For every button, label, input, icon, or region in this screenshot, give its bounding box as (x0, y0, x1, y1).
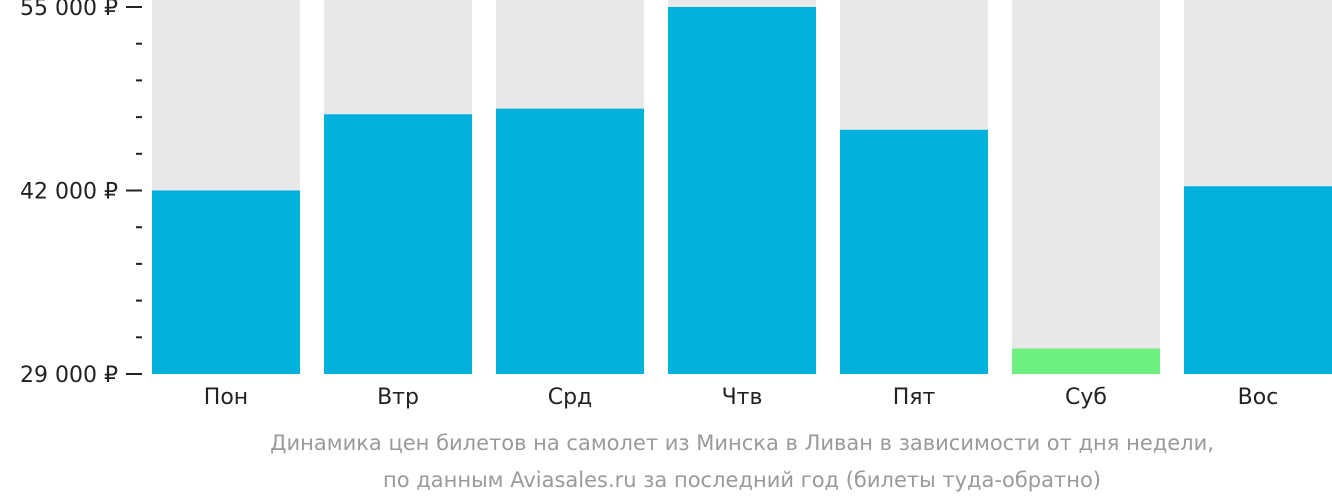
bar-2 (324, 114, 472, 375)
x-tick-label: Пон (204, 385, 248, 410)
x-axis-labels: Пон Втр Срд Чтв Пят Суб Вос (204, 385, 1279, 410)
x-tick-label: Пят (893, 385, 936, 410)
bar-4 (668, 7, 816, 374)
y-axis: 29 000 ₽ 42 000 ₽ 55 000 ₽ (20, 0, 142, 388)
chart-caption-line-1: Динамика цен билетов на самолет из Минск… (270, 431, 1214, 455)
bar-background (1012, 0, 1160, 374)
x-tick-label: Вос (1238, 385, 1279, 410)
bar-6 (1012, 348, 1160, 374)
x-tick-label: Чтв (722, 385, 763, 410)
x-tick-label: Втр (377, 385, 419, 410)
y-tick-label: 29 000 ₽ (20, 363, 118, 388)
y-tick-label: 42 000 ₽ (20, 180, 118, 205)
bar-5 (840, 129, 988, 374)
bar-1 (152, 190, 300, 374)
x-tick-label: Срд (548, 385, 593, 410)
x-tick-label: Суб (1065, 385, 1107, 410)
chart-caption-line-2: по данным Aviasales.ru за последний год … (383, 468, 1101, 492)
bar-3 (496, 108, 644, 374)
y-tick-label: 55 000 ₽ (20, 0, 118, 21)
bar-7 (1184, 186, 1332, 374)
bars (152, 0, 1332, 375)
